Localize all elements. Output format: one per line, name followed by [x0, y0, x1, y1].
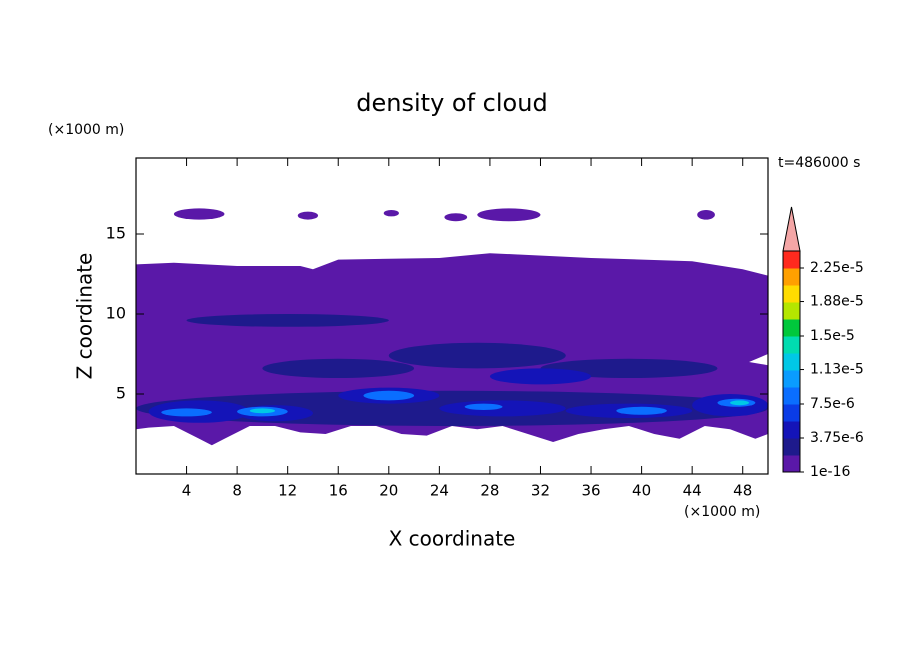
colorbar-band [783, 251, 800, 269]
colorbar-band [783, 268, 800, 286]
x-tick-label: 4 [182, 482, 192, 500]
y-tick-label: 5 [116, 384, 126, 403]
cloud-patch [697, 210, 715, 220]
colorbar-tick-label: 1.5e-5 [810, 328, 855, 344]
cloud-patch [161, 408, 212, 417]
cloud-patch [464, 403, 503, 410]
y-tick-label: 10 [106, 304, 126, 323]
colorbar-band [783, 353, 800, 371]
x-tick-label: 32 [531, 482, 550, 500]
colorbar-band [783, 370, 800, 388]
y-unit: (×1000 m) [48, 122, 124, 138]
x-tick-label: 40 [632, 482, 651, 500]
cloud-patch [297, 211, 319, 220]
cloud-patch [383, 210, 399, 217]
chart-title: density of cloud [356, 89, 547, 117]
y-axis-label: Z coordinate [73, 253, 97, 380]
time-label: t=486000 s [778, 155, 860, 171]
cloud-patch [249, 408, 276, 414]
colorbar-band [783, 387, 800, 405]
x-unit: (×1000 m) [684, 504, 760, 520]
colorbar-tick-label: 2.25e-5 [810, 260, 864, 276]
colorbar-band [783, 285, 800, 303]
cloud-patch [186, 314, 389, 327]
x-tick-label: 8 [232, 482, 242, 500]
x-tick-label: 28 [480, 482, 499, 500]
x-tick-label: 48 [733, 482, 752, 500]
colorbar-band [783, 302, 800, 320]
y-tick-label: 15 [106, 224, 126, 243]
x-tick-label: 12 [278, 482, 297, 500]
cloud-patch [173, 208, 225, 220]
colorbar-band [783, 336, 800, 354]
colorbar-band [783, 404, 800, 422]
axes: 4 8 12 16 20 24 28 32 36 40 44 48510151e-163.75e-67… [106, 157, 864, 500]
cloud-patch [262, 358, 415, 378]
contour-field [136, 208, 768, 446]
cloud-patch [616, 406, 667, 415]
x-axis-label: X coordinate [389, 527, 516, 551]
cloud-patch [489, 368, 592, 385]
cloud-patch [388, 342, 566, 369]
plot-frame [135, 157, 769, 475]
cloud-patch [363, 390, 415, 401]
colorbar-tick-label: 1.88e-5 [810, 294, 864, 310]
colorbar-band [783, 421, 800, 439]
colorbar-tick-label: 1.13e-5 [810, 362, 864, 378]
x-tick-label: 24 [430, 482, 449, 500]
cloud-patch [730, 400, 750, 406]
x-tick-label: 16 [329, 482, 348, 500]
cloud-patch [477, 208, 541, 222]
x-tick-label: 44 [683, 482, 702, 500]
colorbar-tick-label: 7.5e-6 [810, 396, 855, 412]
x-tick-label: 36 [581, 482, 600, 500]
colorbar-band [783, 455, 800, 473]
colorbar-extend [782, 206, 801, 252]
cloud-patch [444, 213, 468, 222]
colorbar-frame [782, 250, 801, 473]
colorbar-tick-label: 3.75e-6 [810, 430, 864, 446]
x-tick-label: 20 [379, 482, 398, 500]
colorbar-band [783, 438, 800, 456]
cloud-patch [439, 400, 566, 417]
colorbar-tick-label: 1e-16 [810, 464, 850, 480]
colorbar-band [783, 319, 800, 337]
